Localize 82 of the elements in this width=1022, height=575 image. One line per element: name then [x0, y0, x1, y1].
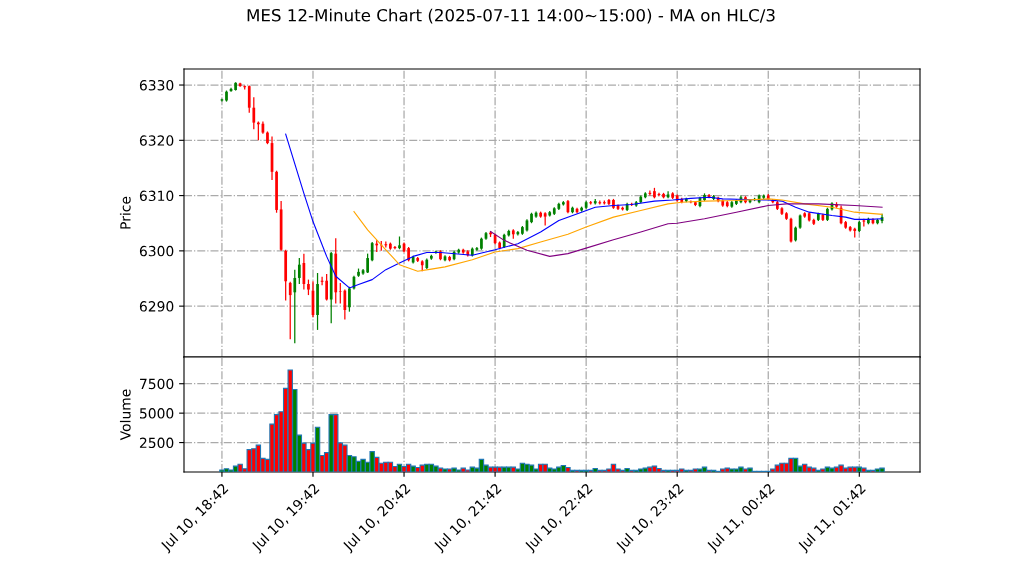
bar: [401, 465, 407, 472]
y-tick-label: 6320: [139, 135, 174, 146]
candlestick: [247, 84, 251, 114]
candlestick: [662, 192, 665, 199]
bar: [697, 468, 703, 472]
bar: [829, 467, 835, 472]
candlestick: [297, 257, 301, 285]
bar: [724, 467, 730, 472]
candlestick: [252, 96, 256, 130]
bar: [879, 467, 885, 472]
bar: [820, 468, 826, 472]
bar: [606, 468, 612, 472]
candlestick: [521, 225, 524, 236]
candlestick: [785, 211, 788, 221]
bar: [246, 449, 252, 472]
bar: [738, 466, 744, 472]
candlestick: [275, 170, 278, 214]
candlestick: [439, 249, 442, 261]
bar: [410, 465, 416, 472]
bar: [392, 465, 398, 472]
candlestick: [862, 218, 866, 228]
candlestick: [612, 198, 615, 210]
bar: [460, 467, 466, 472]
bar: [360, 458, 366, 472]
bar: [524, 463, 530, 472]
y-axis-title: Price: [119, 196, 131, 229]
bar: [510, 466, 517, 472]
bar: [237, 463, 243, 472]
bar: [838, 464, 844, 472]
candlestick: [307, 278, 310, 296]
bar: [747, 467, 753, 472]
y-tick-label: 6300: [139, 245, 174, 257]
bar: [656, 467, 662, 472]
y-axis-title: Volume: [119, 389, 131, 441]
y-tick-label: 6330: [139, 80, 174, 91]
line-series: [353, 198, 883, 272]
bar: [533, 468, 539, 472]
candlestick: [293, 269, 297, 344]
candlestick: [794, 225, 797, 243]
candlestick: [571, 206, 574, 214]
bar: [442, 468, 448, 472]
chart-title: MES 12-Minute Chart (2025-07-11 14:00~15:00) - MA on HLC/3: [247, 8, 775, 24]
candlestick: [480, 236, 483, 251]
candlestick: [266, 130, 269, 145]
bar: [788, 457, 794, 472]
y-tick-label: 2500: [139, 437, 174, 449]
candlestick: [694, 200, 697, 207]
bar: [565, 466, 571, 472]
candlestick: [580, 206, 583, 213]
candlestick: [357, 267, 360, 278]
candlestick: [448, 255, 451, 262]
candlestick: [316, 272, 319, 331]
bar: [437, 467, 444, 472]
y-tick-label: 7500: [140, 378, 174, 390]
bar: [615, 468, 621, 472]
bar: [351, 456, 357, 472]
line-series: [489, 203, 883, 257]
bar: [779, 462, 785, 472]
bar: [551, 468, 557, 472]
candlestick: [826, 207, 829, 222]
y-tick-label: 5000: [140, 408, 174, 419]
candlestick: [234, 81, 237, 92]
y-tick-label: 6290: [139, 301, 174, 312]
bar: [433, 465, 439, 472]
bar: [592, 467, 598, 472]
candlestick: [398, 235, 401, 250]
candlestick: [653, 187, 656, 199]
y-tick-label: 6310: [139, 190, 174, 202]
candlestick: [366, 253, 369, 274]
candlestick: [876, 218, 879, 225]
candlestick: [343, 288, 347, 321]
candlestick: [225, 89, 228, 103]
candlestick: [370, 241, 374, 262]
bar: [451, 467, 457, 472]
candlestick: [348, 286, 351, 313]
bar: [419, 464, 425, 472]
candlestick: [325, 273, 329, 302]
candlestick: [530, 212, 533, 224]
candlestick: [288, 281, 292, 340]
bar: [624, 467, 630, 472]
candlestick: [407, 246, 410, 262]
bar: [651, 465, 658, 472]
